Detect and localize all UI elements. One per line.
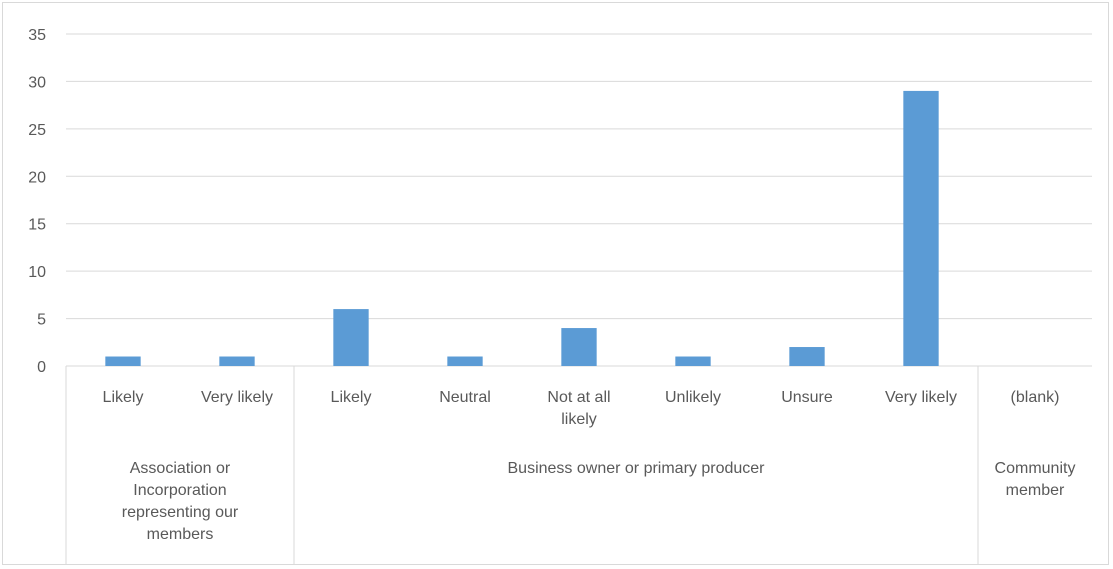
- bar: [903, 90, 939, 367]
- category-label: Very likely: [201, 389, 273, 406]
- y-tick-label: 25: [28, 122, 46, 139]
- category-label: Likely: [331, 389, 372, 406]
- bar: [789, 347, 825, 366]
- y-tick-label: 35: [28, 27, 46, 44]
- category-label: Likely: [103, 389, 144, 406]
- y-tick-label: 20: [28, 169, 46, 186]
- y-tick-label: 5: [37, 312, 46, 329]
- group-label: members: [147, 526, 214, 543]
- bar: [561, 328, 597, 366]
- bar: [447, 356, 483, 366]
- bar: [333, 309, 369, 366]
- category-label: Very likely: [885, 389, 957, 406]
- category-label: likely: [561, 411, 597, 428]
- category-label: Neutral: [439, 389, 491, 406]
- group-label: Association or: [130, 460, 231, 477]
- y-tick-label: 30: [28, 74, 46, 91]
- group-label: representing our: [122, 504, 239, 521]
- y-tick-label: 15: [28, 217, 46, 234]
- y-tick-label: 10: [28, 264, 46, 281]
- bar: [219, 356, 255, 366]
- group-label: Business owner or primary producer: [508, 460, 766, 477]
- category-label: (blank): [1011, 389, 1060, 406]
- bar: [105, 356, 141, 366]
- category-label: Not at all: [547, 389, 610, 406]
- group-label: Incorporation: [133, 482, 226, 499]
- y-tick-label: 0: [37, 359, 46, 376]
- group-label: member: [1006, 482, 1065, 499]
- category-label: Unlikely: [665, 389, 721, 406]
- bar: [675, 356, 711, 366]
- group-label: Community: [995, 460, 1076, 477]
- category-label: Unsure: [781, 389, 833, 406]
